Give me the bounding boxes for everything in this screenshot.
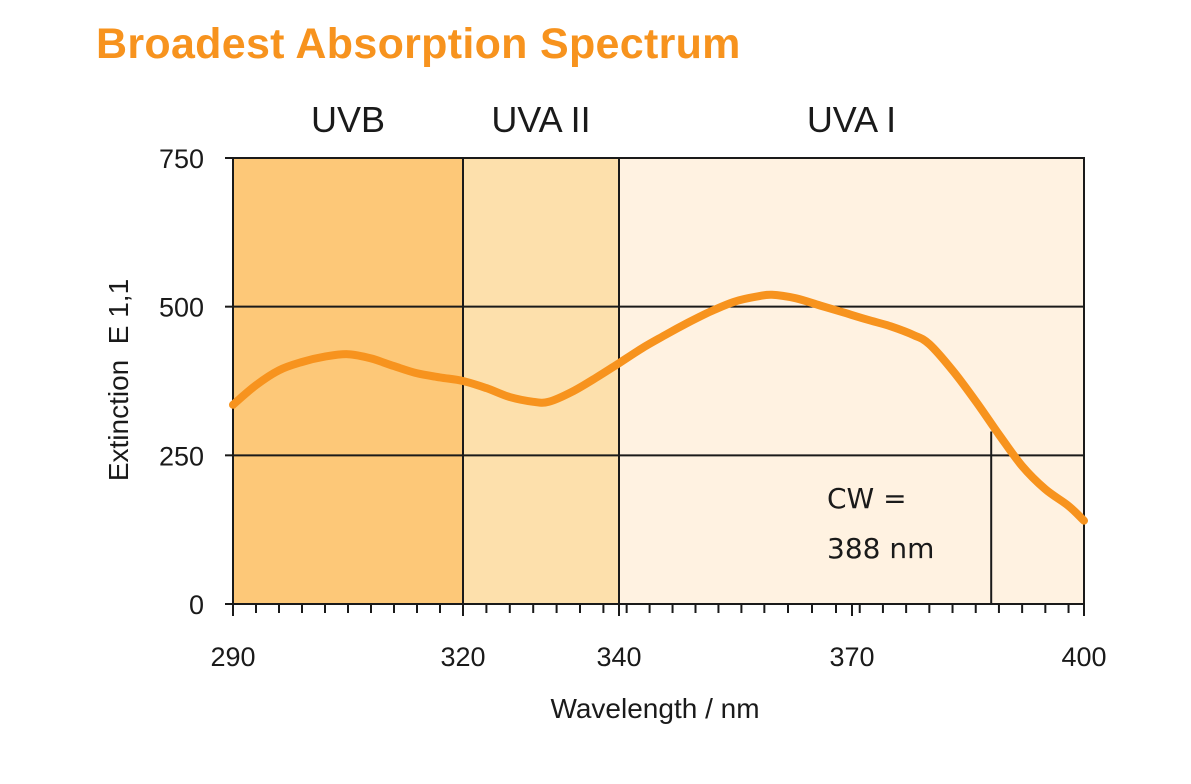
y-tick-label: 750: [159, 144, 204, 174]
x-tick-label: 340: [596, 642, 641, 672]
band-label-uva-ii: UVA II: [491, 99, 590, 140]
plot-frame: [232, 157, 1085, 605]
cw-label-line2: 388 nm: [827, 532, 934, 565]
x-tick-label: 370: [829, 642, 874, 672]
y-tick-label: 500: [159, 293, 204, 323]
cw-label-line1: CW =: [827, 482, 907, 515]
cw-marker: CW = 388 nm: [827, 431, 993, 604]
axis-labels: UVB UVA II UVA I Wavelength / nm Extinction …: [103, 99, 896, 724]
y-tick-label: 0: [189, 590, 204, 620]
band-label-uvb: UVB: [311, 99, 385, 140]
x-tick-label: 290: [210, 642, 255, 672]
x-tick-label: 320: [440, 642, 485, 672]
data-series: [229, 290, 1088, 525]
x-tick-label: 400: [1061, 642, 1106, 672]
y-axis-label: Extinction E 1,1: [103, 279, 134, 481]
chart-title: Broadest Absorption Spectrum: [96, 20, 741, 68]
band-uvb: [233, 158, 463, 604]
axis-ticks: 0 250 500 750 290 320 340 370 400: [159, 144, 1107, 672]
series-line-absorption: [229, 290, 1088, 525]
y-tick-label: 250: [159, 441, 204, 471]
x-axis-label: Wavelength / nm: [550, 693, 759, 724]
band-uva-i: [619, 158, 1084, 604]
spectral-bands: [233, 158, 1084, 604]
band-label-uva-i: UVA I: [807, 99, 896, 140]
